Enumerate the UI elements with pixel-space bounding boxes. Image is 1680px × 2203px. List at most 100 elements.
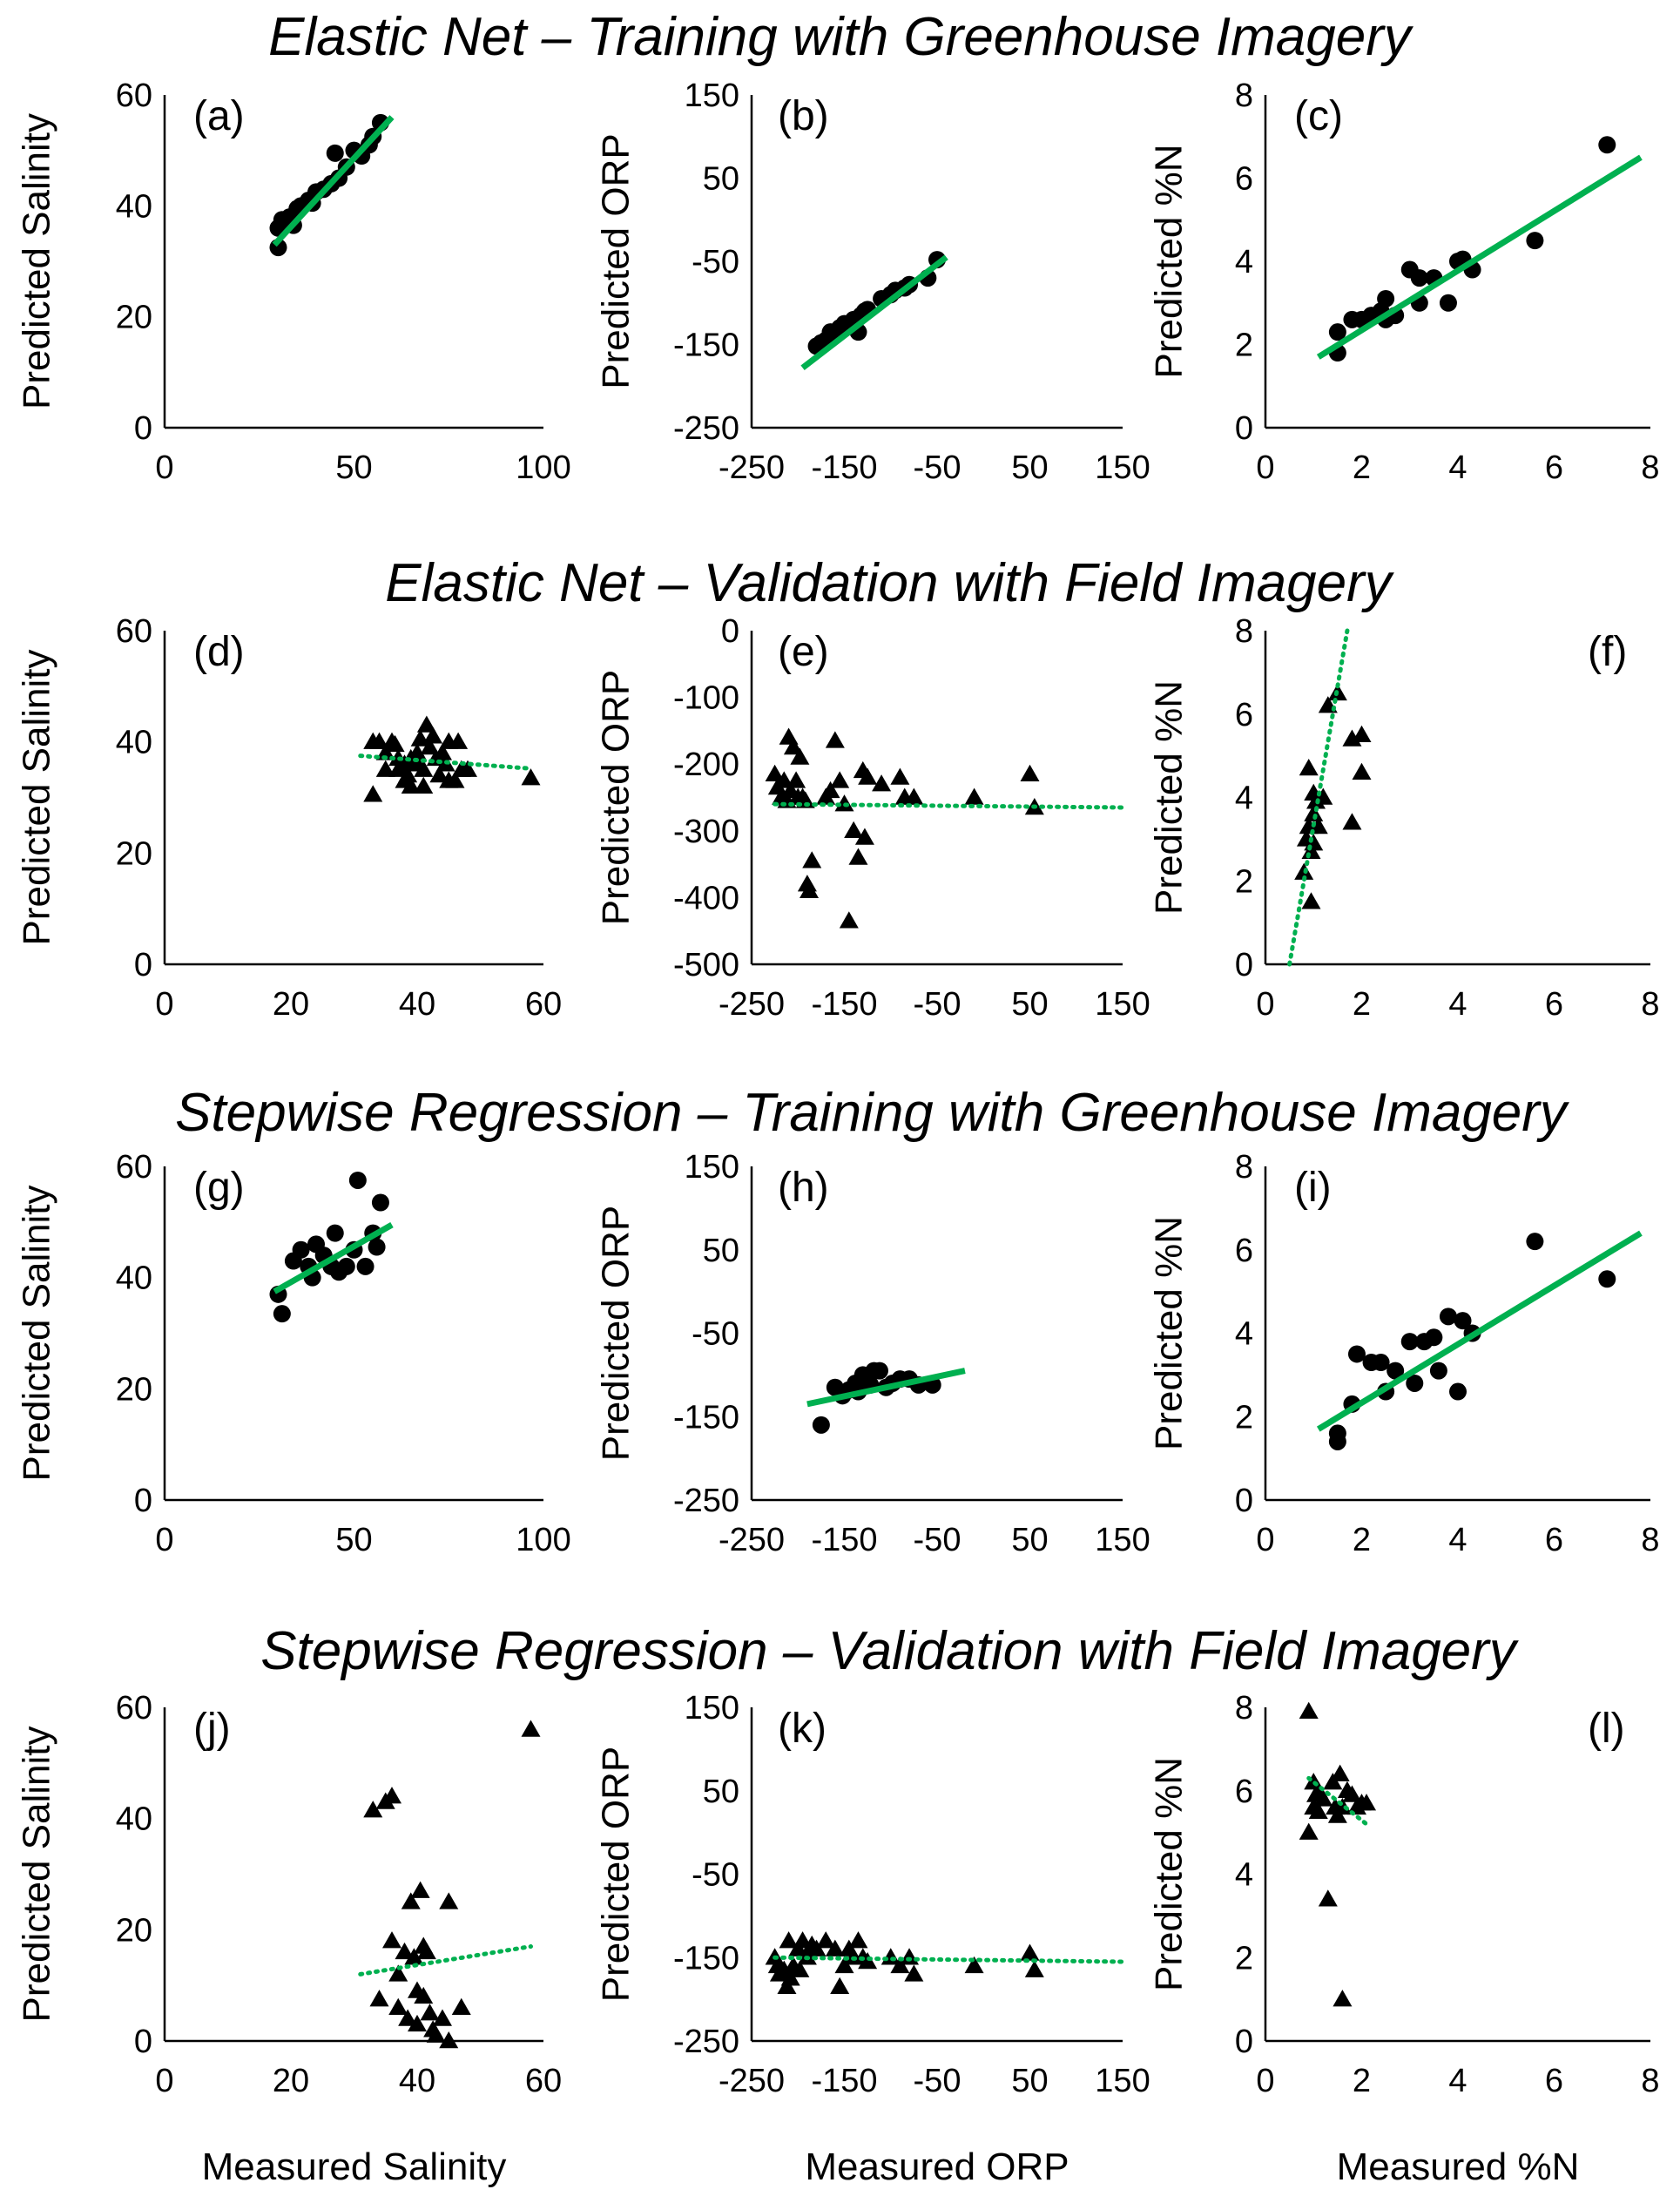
x-tick-label: 4 <box>1448 449 1467 486</box>
y-tick-label: -200 <box>673 747 739 783</box>
y-tick-label: 50 <box>703 161 739 198</box>
data-point <box>1318 1889 1338 1907</box>
trend-line <box>273 1221 394 1294</box>
y-axis-title: Predicted ORP <box>595 1747 638 2002</box>
x-tick-label: 6 <box>1545 1522 1563 1558</box>
y-tick-label: 20 <box>116 835 152 872</box>
data-point <box>802 851 822 868</box>
x-tick-label: 100 <box>516 1522 570 1558</box>
x-tick-label: -150 <box>811 449 877 486</box>
data-point <box>273 1305 291 1323</box>
y-tick-label: 8 <box>1235 1149 1253 1186</box>
x-tick-label: 0 <box>1256 1522 1274 1558</box>
panel-g: 0 20 40 60 0 50 100 Predicted Salinity (g) <box>16 1149 571 1558</box>
y-tick-label: 4 <box>1235 1316 1253 1353</box>
section-title-elastic-training: Elastic Net – Training with Greenhouse I… <box>268 7 1414 67</box>
x-tick-label: 150 <box>1095 1522 1150 1558</box>
y-tick-label: 150 <box>685 1149 739 1186</box>
data-point <box>1342 813 1362 830</box>
data-point <box>848 848 868 865</box>
y-tick-label: -150 <box>673 1399 739 1436</box>
x-tick-label: -50 <box>914 986 961 1023</box>
data-point <box>433 2009 452 2026</box>
x-tick-label: 8 <box>1641 449 1659 486</box>
x-tick-label: -250 <box>719 1522 785 1558</box>
data-point <box>348 1171 367 1189</box>
x-tick-label: -250 <box>719 2063 785 2099</box>
data-point <box>521 1720 541 1737</box>
data-point <box>439 2031 459 2049</box>
data-point <box>1299 758 1319 776</box>
x-tick-label: 40 <box>399 986 435 1023</box>
x-tick-label: 6 <box>1545 449 1563 486</box>
panel-letter: (l) <box>1588 1706 1625 1752</box>
x-tick-label: 0 <box>1256 2063 1274 2099</box>
data-point <box>839 911 859 929</box>
y-tick-label: 40 <box>116 1801 152 1838</box>
trend-line <box>1316 1230 1643 1432</box>
y-tick-label: 2 <box>1235 328 1253 364</box>
data-point <box>408 743 427 760</box>
y-tick-label: -50 <box>692 1316 739 1353</box>
panel-letter: (e) <box>778 629 829 675</box>
data-point <box>439 1892 459 1909</box>
data-point <box>774 771 794 788</box>
data-point <box>1024 1960 1044 1977</box>
data-point <box>786 771 806 788</box>
panel-letter: (c) <box>1294 93 1343 139</box>
panel-letter: (i) <box>1294 1165 1332 1211</box>
data-point <box>1352 762 1372 781</box>
panel-letter: (h) <box>778 1165 829 1211</box>
data-point <box>964 1956 984 1974</box>
panel-e: -500 -400 -300 -200 -100 0 -250 -150 -50 50 150 Pre… <box>595 613 1150 1023</box>
data-point <box>445 771 465 788</box>
panel-k: -250 -150 -50 50 150 -250 -150 -50 50 150 Predicte… <box>595 1690 1150 2188</box>
data-point <box>816 1931 836 1949</box>
data-point <box>337 1257 355 1275</box>
y-tick-label: 6 <box>1235 1774 1253 1810</box>
x-tick-label: 20 <box>273 2063 309 2099</box>
panel-letter: (d) <box>193 629 245 675</box>
y-tick-label: -400 <box>673 880 739 916</box>
x-tick-label: -50 <box>914 449 961 486</box>
trend-line <box>773 1955 1125 1964</box>
data-point <box>1406 1374 1424 1392</box>
y-tick-label: 8 <box>1235 1690 1253 1727</box>
panel-letter: (k) <box>778 1706 827 1752</box>
y-tick-label: -150 <box>673 328 739 364</box>
data-point <box>420 2004 440 2021</box>
data-point <box>765 764 785 781</box>
data-point <box>825 1939 845 1956</box>
x-tick-label: -150 <box>811 1522 877 1558</box>
data-point <box>830 771 850 788</box>
y-tick-label: 0 <box>134 947 152 983</box>
trend-line <box>800 254 948 371</box>
x-tick-label: 40 <box>399 2063 435 2099</box>
data-point <box>964 787 984 805</box>
y-tick-label: 0 <box>721 613 739 650</box>
data-point <box>385 734 405 753</box>
data-point <box>783 738 803 755</box>
y-tick-label: 60 <box>116 1690 152 1727</box>
y-tick-label: -250 <box>673 1483 739 1519</box>
x-axis-title: Measured %N <box>1337 2146 1580 2188</box>
x-tick-label: -50 <box>914 2063 961 2099</box>
data-point <box>900 1948 920 1965</box>
data-point <box>371 1193 389 1212</box>
y-tick-label: 50 <box>703 1774 739 1810</box>
data-point <box>1598 136 1616 154</box>
data-point <box>800 881 820 898</box>
data-point <box>1387 1362 1405 1380</box>
y-tick-label: -250 <box>673 2024 739 2060</box>
data-point <box>904 787 924 805</box>
y-axis-title: Predicted ORP <box>595 1206 638 1461</box>
y-tick-label: 4 <box>1235 1857 1253 1894</box>
y-tick-label: 60 <box>116 78 152 114</box>
data-point <box>326 144 344 162</box>
data-point <box>404 1948 424 1965</box>
y-tick-label: 20 <box>116 300 152 336</box>
y-tick-label: 0 <box>1235 1483 1253 1519</box>
y-tick-label: 0 <box>1235 2024 1253 2060</box>
x-axis-title: Measured Salinity <box>202 2146 507 2188</box>
data-point <box>1429 1362 1447 1380</box>
